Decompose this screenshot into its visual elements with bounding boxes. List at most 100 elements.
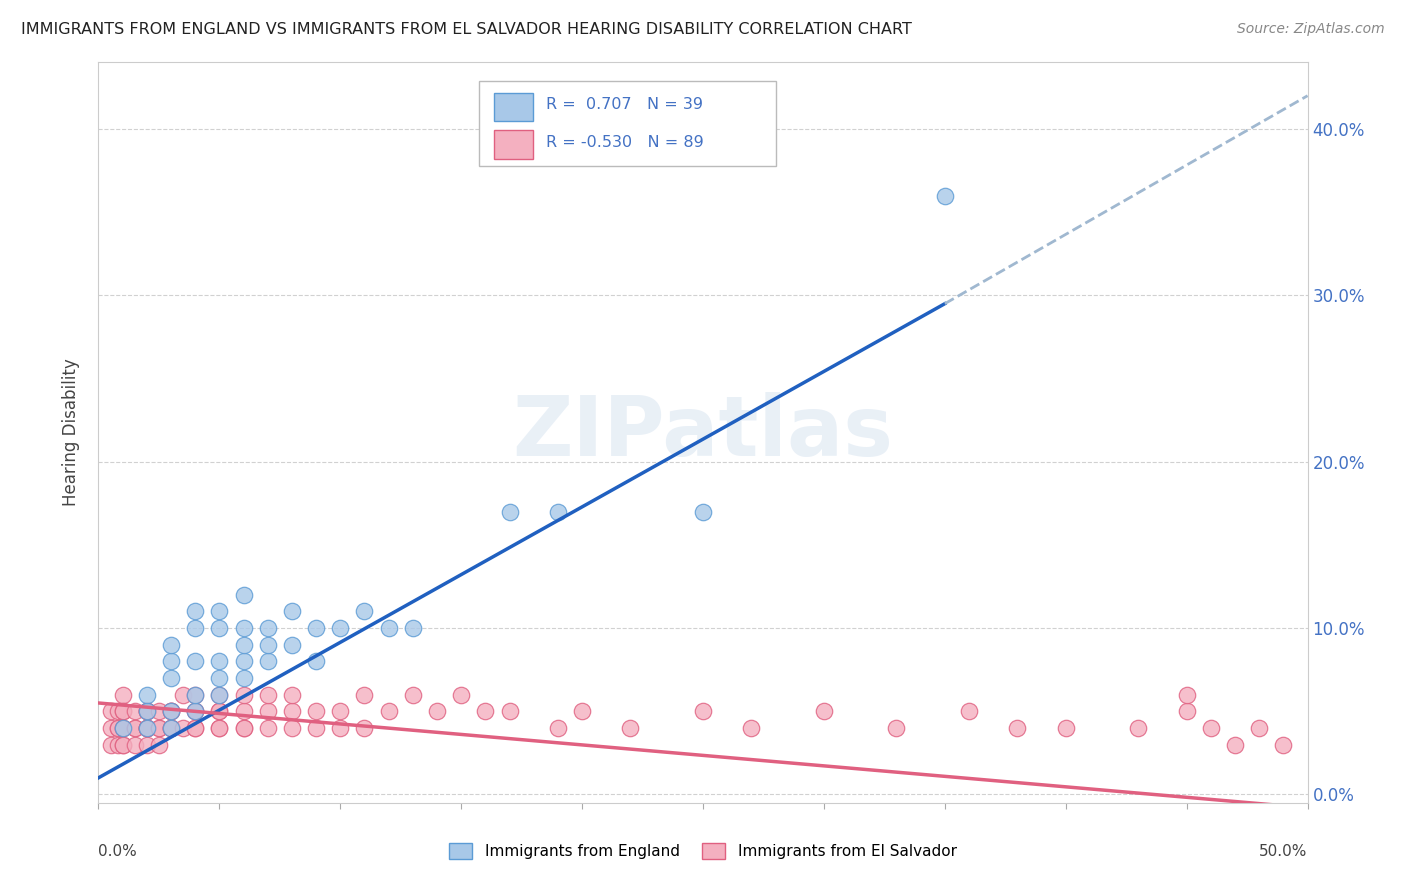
Point: [135, 704, 157, 718]
Point: [329, 704, 352, 718]
Point: [148, 704, 170, 718]
Text: IMMIGRANTS FROM ENGLAND VS IMMIGRANTS FROM EL SALVADOR HEARING DISABILITY CORREL: IMMIGRANTS FROM ENGLAND VS IMMIGRANTS FR…: [21, 22, 912, 37]
Bar: [494, 130, 533, 159]
Point: [208, 721, 231, 735]
Point: [111, 738, 134, 752]
Point: [160, 654, 183, 668]
Point: [232, 704, 254, 718]
Point: [208, 721, 231, 735]
Point: [135, 738, 157, 752]
Point: [135, 688, 157, 702]
Point: [135, 704, 157, 718]
Point: [135, 721, 157, 735]
Point: [305, 654, 328, 668]
Point: [256, 704, 278, 718]
Point: [135, 721, 157, 735]
Text: 50.0%: 50.0%: [1260, 844, 1308, 858]
Point: [184, 704, 207, 718]
Point: [100, 721, 122, 735]
Point: [111, 704, 134, 718]
Point: [111, 721, 134, 735]
Point: [957, 704, 980, 718]
Point: [172, 721, 194, 735]
Point: [232, 721, 254, 735]
Point: [934, 188, 956, 202]
Point: [377, 621, 399, 635]
Point: [148, 721, 170, 735]
Point: [160, 721, 183, 735]
Point: [107, 704, 129, 718]
Point: [498, 704, 520, 718]
Point: [305, 721, 328, 735]
Point: [111, 688, 134, 702]
Point: [100, 704, 122, 718]
Point: [1223, 738, 1246, 752]
Text: R =  0.707   N = 39: R = 0.707 N = 39: [546, 97, 703, 112]
Point: [184, 704, 207, 718]
Point: [232, 638, 254, 652]
Point: [208, 704, 231, 718]
Point: [160, 704, 183, 718]
Point: [184, 688, 207, 702]
Point: [160, 721, 183, 735]
Point: [329, 621, 352, 635]
Point: [281, 638, 304, 652]
Point: [232, 721, 254, 735]
Point: [135, 704, 157, 718]
Point: [450, 688, 472, 702]
Point: [232, 654, 254, 668]
Point: [474, 704, 496, 718]
Point: [740, 721, 762, 735]
Point: [160, 704, 183, 718]
Point: [256, 654, 278, 668]
Point: [124, 721, 146, 735]
FancyBboxPatch shape: [479, 81, 776, 166]
Point: [547, 505, 569, 519]
Point: [172, 688, 194, 702]
Point: [619, 721, 641, 735]
Point: [256, 721, 278, 735]
Point: [232, 688, 254, 702]
Point: [208, 605, 231, 619]
Point: [402, 621, 425, 635]
Point: [256, 688, 278, 702]
Point: [135, 721, 157, 735]
Point: [1199, 721, 1222, 735]
Point: [1007, 721, 1029, 735]
Point: [692, 704, 714, 718]
Point: [148, 721, 170, 735]
Point: [377, 704, 399, 718]
Point: [305, 621, 328, 635]
Point: [1054, 721, 1077, 735]
Point: [160, 721, 183, 735]
Point: [111, 738, 134, 752]
Point: [208, 688, 231, 702]
Point: [208, 621, 231, 635]
Point: [107, 721, 129, 735]
Point: [135, 721, 157, 735]
Point: [208, 704, 231, 718]
Point: [498, 505, 520, 519]
Point: [124, 721, 146, 735]
Point: [281, 605, 304, 619]
Point: [256, 621, 278, 635]
Point: [184, 721, 207, 735]
Point: [135, 704, 157, 718]
Point: [256, 638, 278, 652]
Point: [184, 654, 207, 668]
Point: [184, 721, 207, 735]
Point: [124, 738, 146, 752]
Bar: [494, 93, 533, 121]
Point: [281, 704, 304, 718]
Point: [1175, 704, 1198, 718]
Point: [148, 738, 170, 752]
Point: [184, 621, 207, 635]
Point: [547, 721, 569, 735]
Point: [281, 721, 304, 735]
Point: [107, 721, 129, 735]
Point: [111, 704, 134, 718]
Point: [111, 721, 134, 735]
Point: [1249, 721, 1271, 735]
Point: [426, 704, 449, 718]
Point: [184, 688, 207, 702]
